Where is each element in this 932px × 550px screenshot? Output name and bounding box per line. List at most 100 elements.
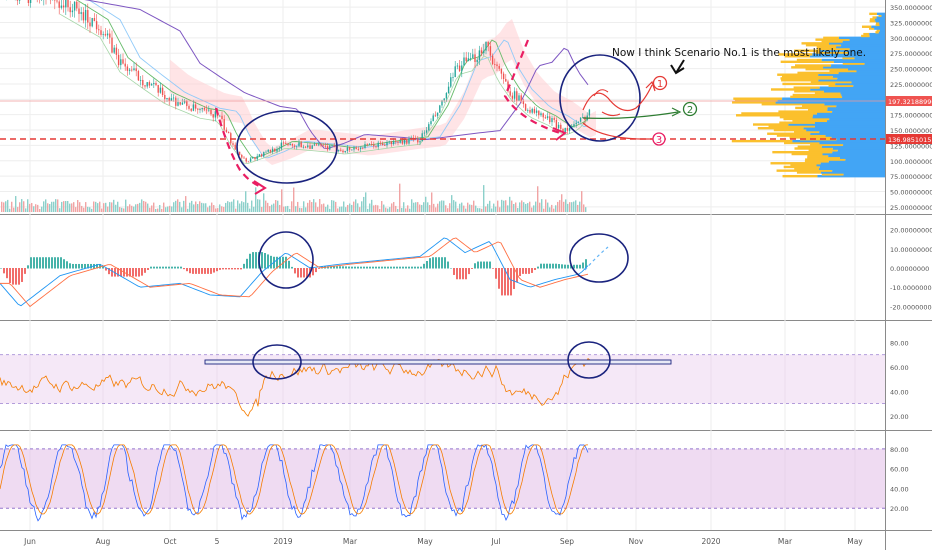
moving-average-line xyxy=(76,0,589,159)
volume-bar xyxy=(81,205,83,212)
scenario-3-label: 3 xyxy=(656,135,662,146)
volume-profile-bar xyxy=(807,156,840,159)
volume-profile-bar xyxy=(829,42,885,45)
x-tick-label: Mar xyxy=(778,537,793,546)
candle-body xyxy=(395,141,397,143)
annotation-text: Now I think Scenario No.1 is the most li… xyxy=(612,47,866,59)
y-tick-label: 80.00 xyxy=(890,446,909,454)
volume-bar xyxy=(125,199,127,212)
candle-body xyxy=(364,143,366,148)
volume-bar xyxy=(37,204,39,212)
candle-body xyxy=(161,87,164,95)
macd-histogram-bar xyxy=(15,268,17,285)
macd-histogram-bar xyxy=(411,266,413,269)
volume-profile-bar xyxy=(876,16,885,19)
annotation-circle xyxy=(569,233,629,283)
macd-histogram-bar xyxy=(288,260,290,269)
volume-bar xyxy=(411,199,413,212)
volume-profile-bar xyxy=(797,145,822,148)
annotation-circle xyxy=(567,341,611,379)
candle-body xyxy=(388,141,390,143)
volume-profile-bar xyxy=(779,115,813,119)
volume-profile-bar xyxy=(796,171,821,174)
candle-body xyxy=(291,143,294,146)
candle-body xyxy=(344,150,346,153)
volume-bar xyxy=(31,202,33,212)
volume-bar xyxy=(183,200,185,212)
macd-histogram-bar xyxy=(486,261,488,269)
candle-body xyxy=(274,148,276,152)
moving-average-line xyxy=(84,0,589,149)
volume-profile-bar xyxy=(878,31,885,34)
candle-body xyxy=(533,108,536,113)
macd-histogram-bar xyxy=(96,263,98,269)
volume-bar xyxy=(5,201,7,212)
volume-profile-bar xyxy=(794,167,820,170)
macd-histogram-bar xyxy=(579,264,581,269)
volume-bar xyxy=(67,200,69,212)
candle-body xyxy=(62,5,65,8)
macd-histogram-bar xyxy=(396,266,398,269)
candle-body xyxy=(69,7,71,13)
candle-body xyxy=(164,94,166,100)
volume-profile-bar xyxy=(816,112,885,115)
macd-histogram-bar xyxy=(63,259,65,269)
volume-bar xyxy=(533,205,535,212)
candle-body xyxy=(384,145,386,146)
candle-body xyxy=(225,129,228,133)
volume-bar xyxy=(215,208,217,212)
candle-body xyxy=(150,84,153,86)
candle-body xyxy=(406,138,408,144)
y-tick-label: 10.00000000 xyxy=(890,246,932,254)
candle-body xyxy=(491,55,494,65)
volume-bar xyxy=(367,208,369,212)
macd-histogram-bar xyxy=(270,255,272,269)
volume-bar xyxy=(419,204,421,212)
candle-body xyxy=(111,37,113,53)
volume-profile-bar xyxy=(831,136,885,139)
candle-body xyxy=(252,157,254,159)
volume-bar xyxy=(97,203,99,212)
volume-bar xyxy=(409,208,411,212)
candle-body xyxy=(267,149,269,152)
candle-body xyxy=(302,146,305,148)
volume-profile-bar xyxy=(861,25,872,28)
candle-body xyxy=(324,145,327,147)
volume-bar xyxy=(343,201,345,212)
macd-histogram-bar xyxy=(45,257,47,269)
volume-bar xyxy=(65,201,67,212)
candle-body xyxy=(557,124,560,129)
y-tick-label: 225.00000000 xyxy=(890,81,932,89)
macd-histogram-bar xyxy=(141,268,143,276)
volume-profile-bar xyxy=(869,12,877,16)
volume-bar xyxy=(575,200,577,212)
volume-bar xyxy=(107,206,109,212)
macd-histogram-bar xyxy=(465,268,467,280)
volume-profile xyxy=(731,12,885,178)
macd-histogram-bar xyxy=(360,266,362,269)
candle-body xyxy=(124,63,126,67)
macd-histogram-bar xyxy=(255,252,257,269)
volume-bar xyxy=(121,207,123,212)
candle-body xyxy=(282,142,285,144)
y-tick-label: -20.00000000 xyxy=(890,303,932,311)
macd-histogram-bar xyxy=(21,268,23,282)
scenario-2-head xyxy=(671,107,682,117)
volume-bar xyxy=(447,208,449,212)
grid xyxy=(0,0,885,530)
candle-body xyxy=(186,101,188,107)
macd-histogram-bar xyxy=(456,268,458,280)
macd-histogram-bar xyxy=(138,268,140,277)
volume-bar xyxy=(91,208,93,212)
macd-histogram-bar xyxy=(576,264,578,269)
candle-body xyxy=(483,50,485,54)
candle-body xyxy=(100,30,102,35)
macd-histogram-bar xyxy=(279,256,281,269)
candle-body xyxy=(476,59,478,62)
volume-bar xyxy=(571,202,573,212)
volume-bar xyxy=(13,207,15,212)
candle-body xyxy=(386,142,388,146)
macd-histogram-bar xyxy=(381,266,383,269)
macd-histogram-bar xyxy=(231,268,233,270)
volume-bar xyxy=(309,200,311,212)
